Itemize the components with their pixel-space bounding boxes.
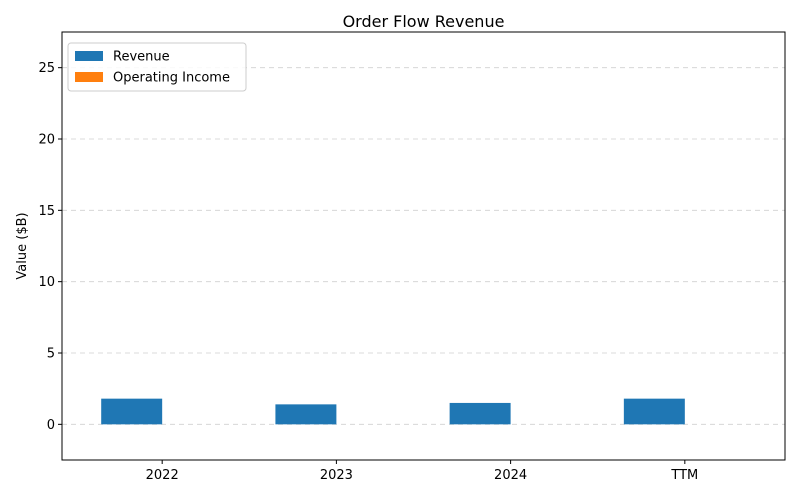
y-axis-label: Value ($B) bbox=[15, 212, 30, 279]
chart-title: Order Flow Revenue bbox=[343, 12, 505, 31]
y-tick-label: 15 bbox=[38, 204, 55, 219]
x-tick-label: 2022 bbox=[146, 468, 179, 483]
legend-box bbox=[67, 42, 247, 92]
y-axis: 0 5 10 15 20 25 bbox=[38, 61, 62, 433]
bar-revenue bbox=[449, 402, 511, 425]
bar-revenue bbox=[623, 398, 685, 425]
x-tick-label: TTM bbox=[670, 468, 698, 483]
y-tick-label: 5 bbox=[47, 347, 55, 362]
legend-swatch-revenue bbox=[75, 51, 103, 61]
plot-frame bbox=[61, 31, 786, 461]
legend-swatch-operating-income bbox=[75, 72, 103, 82]
bar-revenue bbox=[275, 404, 337, 425]
x-axis: 2022 2023 2024 TTM bbox=[146, 460, 698, 483]
bar-revenue bbox=[101, 398, 163, 425]
y-tick-label: 20 bbox=[38, 133, 55, 148]
legend-label-operating-income: Operating Income bbox=[113, 71, 230, 86]
bar-layer bbox=[101, 398, 685, 425]
y-tick-label: 0 bbox=[47, 418, 55, 433]
y-tick-label: 10 bbox=[38, 275, 55, 290]
legend-label-revenue: Revenue bbox=[113, 50, 170, 65]
y-tick-label: 25 bbox=[38, 61, 55, 76]
legend: Revenue Operating Income bbox=[67, 42, 247, 92]
x-tick-label: 2024 bbox=[494, 468, 527, 483]
x-tick-label: 2023 bbox=[320, 468, 353, 483]
